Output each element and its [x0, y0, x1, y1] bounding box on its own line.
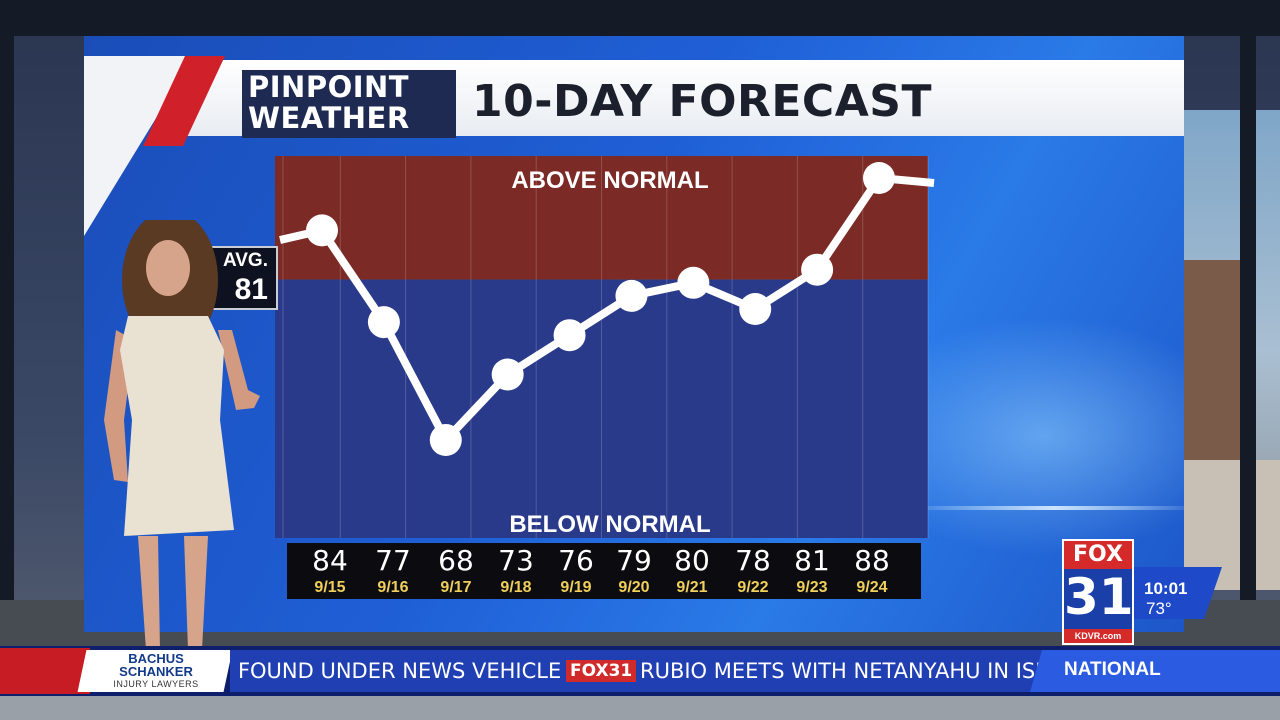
studio-ceiling	[0, 0, 1280, 36]
temperature-point	[677, 266, 710, 299]
station-url: KDVR.com	[1064, 629, 1132, 643]
day-temp: 78	[735, 544, 771, 577]
temperature-point	[863, 162, 895, 194]
current-time: 10:01	[1144, 579, 1188, 598]
above-normal-label: ABOVE NORMAL	[511, 167, 708, 194]
day-column: 76 9/19	[544, 543, 608, 597]
logo-line-2: WEATHER	[248, 101, 410, 135]
screen-light-streak	[904, 506, 1184, 510]
day-temp: 68	[438, 544, 474, 577]
day-date: 9/19	[560, 579, 592, 596]
temperature-point	[801, 253, 834, 286]
day-date: 9/22	[737, 579, 769, 596]
day-column: 84 9/15	[298, 543, 362, 597]
below-normal-label: BELOW NORMAL	[509, 511, 710, 538]
temperature-point	[306, 214, 338, 247]
ticker-brand-bug: FOX31	[566, 660, 637, 682]
background-building	[1184, 260, 1244, 460]
ticker-category-plate	[1030, 650, 1280, 692]
channel-number: 31	[1064, 568, 1134, 626]
day-temp: 88	[854, 544, 890, 577]
presenter-face	[146, 240, 190, 296]
temperature-point	[615, 279, 648, 312]
day-temp: 80	[674, 544, 710, 577]
station-bug: FOX 31 KDVR.com 10:01 73°	[1062, 539, 1222, 645]
news-ticker: BACHUS SCHANKER INJURY LAWYERS E FOUND U…	[0, 646, 1280, 696]
day-date: 9/15	[314, 579, 346, 596]
day-temp: 81	[794, 544, 830, 577]
day-date: 9/16	[377, 579, 409, 596]
day-temp: 84	[312, 544, 348, 577]
graphic-title: 10-DAY FORECAST	[472, 76, 932, 127]
day-column: 77 9/16	[361, 543, 425, 597]
sponsor-tagline: INJURY LAWYERS	[113, 679, 199, 689]
sponsor-logo: BACHUS SCHANKER INJURY LAWYERS	[96, 652, 216, 689]
day-column: 80 9/21	[660, 543, 724, 597]
temperature-point	[553, 319, 586, 352]
temperature-point	[367, 306, 400, 339]
fox-wordmark: FOX	[1064, 541, 1132, 569]
day-column: 78 9/22	[721, 543, 785, 597]
day-date: 9/21	[676, 579, 708, 596]
temperature-point	[491, 358, 524, 391]
studio-pillar	[1240, 0, 1256, 600]
ticker-crawl: E FOUND UNDER NEWS VEHICLE FOX31 RUBIO M…	[230, 650, 1042, 692]
presenter	[104, 220, 260, 650]
ticker-category: NATIONAL	[1064, 659, 1161, 680]
logo-line-1: PINPOINT	[248, 70, 410, 104]
studio-pillar	[0, 0, 14, 640]
day-temp: 79	[616, 544, 652, 577]
day-date: 9/24	[856, 579, 888, 596]
presenter-arm-right	[218, 330, 260, 410]
day-temp: 76	[558, 544, 594, 577]
ticker-base	[0, 696, 1280, 720]
presenter-dress	[120, 316, 234, 536]
day-temp: 77	[375, 544, 411, 577]
day-strip: 84 9/15 77 9/16 68 9/17 73 9/18 76 9/19 79 9/20 80 9/…	[287, 543, 921, 599]
average-label: AVG.	[222, 250, 268, 271]
day-column: 81 9/23	[780, 543, 844, 597]
temperature-point	[739, 293, 772, 325]
day-column: 68 9/17	[424, 543, 488, 597]
ticker-red-block	[0, 648, 90, 694]
fox31-logo: FOX 31 KDVR.com	[1062, 539, 1134, 645]
day-temp: 73	[498, 544, 534, 577]
day-date: 9/17	[440, 579, 472, 596]
pinpoint-weather-logo: PINPOINT WEATHER	[242, 70, 456, 138]
time-temp-panel	[1132, 567, 1222, 619]
sponsor-name-2: SCHANKER	[119, 664, 193, 679]
current-temp: 73°	[1146, 599, 1172, 618]
temperature-line	[279, 174, 935, 444]
day-date: 9/20	[618, 579, 650, 596]
day-date: 9/23	[796, 579, 828, 596]
day-column: 88 9/24	[840, 543, 904, 597]
ticker-headline: RUBIO MEETS WITH NETANYAHU IN ISR	[640, 659, 1042, 683]
temperature-point	[429, 424, 462, 456]
day-date: 9/18	[500, 579, 532, 596]
day-column: 79 9/20	[602, 543, 666, 597]
presenter-legs	[138, 536, 208, 650]
average-value: 81	[234, 273, 268, 306]
sponsor-name-1: BACHUS	[128, 651, 184, 666]
ticker-headline: E FOUND UNDER NEWS VEHICLE	[230, 659, 562, 683]
day-column: 73 9/18	[484, 543, 548, 597]
